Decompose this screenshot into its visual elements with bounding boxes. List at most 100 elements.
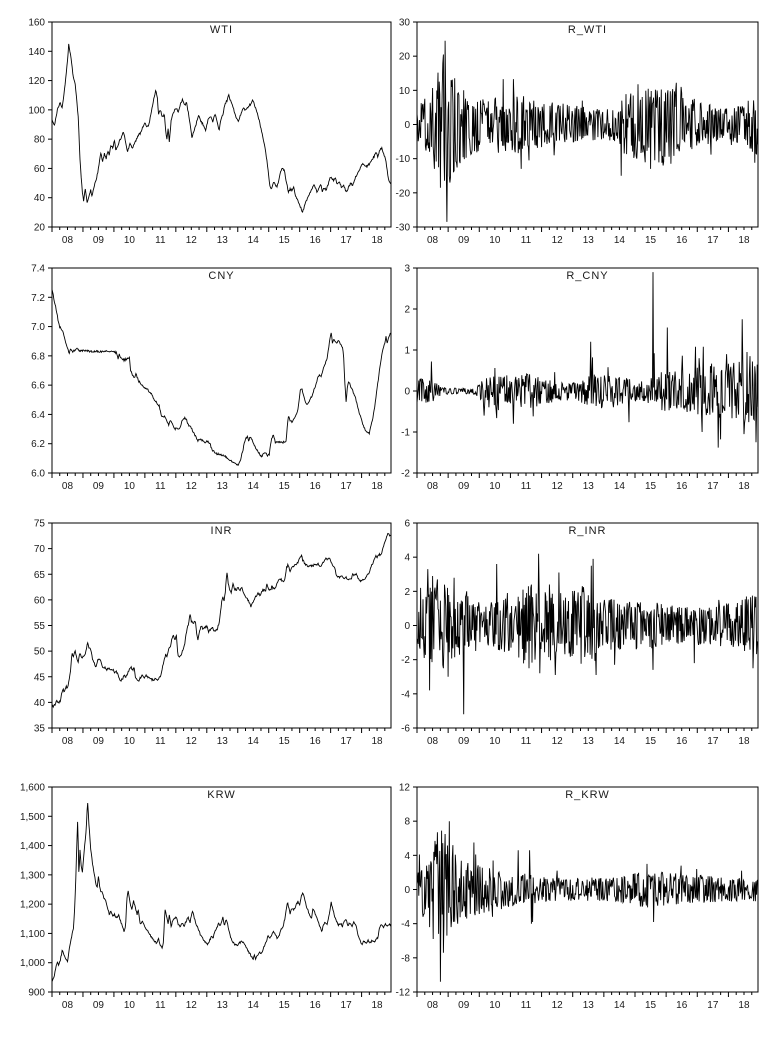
svg-text:6: 6 [404, 519, 410, 530]
svg-text:60: 60 [34, 595, 46, 606]
svg-text:08: 08 [427, 481, 439, 492]
svg-text:09: 09 [93, 235, 105, 246]
chart-title-r-inr: R_INR [568, 525, 607, 537]
svg-text:1,000: 1,000 [20, 958, 45, 969]
svg-text:20: 20 [34, 223, 46, 234]
svg-text:60: 60 [34, 164, 46, 175]
inr-chart-canvas: 35 40 45 50 55 60 65 70 75 08 09 10 11 12 13 14 15 16 17 18 [34, 519, 392, 747]
svg-text:09: 09 [93, 1000, 105, 1011]
svg-text:10: 10 [489, 481, 501, 492]
svg-text:11: 11 [521, 736, 532, 747]
svg-text:09: 09 [93, 736, 105, 747]
svg-text:09: 09 [458, 736, 470, 747]
svg-text:12: 12 [552, 1000, 564, 1011]
svg-text:16: 16 [676, 235, 688, 246]
panel-r-krw: -12 -8 -4 0 4 8 12 08 09 10 11 12 13 14 15 16 17 18 R_KRW [395, 771, 781, 1019]
svg-text:18: 18 [738, 481, 750, 492]
svg-text:09: 09 [458, 481, 470, 492]
svg-text:12: 12 [186, 736, 198, 747]
svg-text:0: 0 [404, 387, 410, 398]
svg-text:16: 16 [310, 481, 322, 492]
svg-text:15: 15 [279, 1000, 291, 1011]
svg-text:12: 12 [186, 235, 198, 246]
svg-text:08: 08 [62, 235, 74, 246]
svg-text:08: 08 [427, 1000, 439, 1011]
svg-text:4: 4 [404, 851, 410, 862]
svg-text:40: 40 [34, 193, 46, 204]
svg-text:16: 16 [310, 1000, 322, 1011]
svg-text:20: 20 [399, 52, 411, 63]
svg-text:11: 11 [155, 736, 166, 747]
svg-text:14: 14 [614, 235, 626, 246]
svg-text:1,300: 1,300 [20, 870, 45, 881]
panel-cny: 6.0 6.2 6.4 6.6 6.8 7.0 7.2 7.4 08 09 10 11 12 13 14 15… [0, 252, 395, 500]
svg-text:18: 18 [372, 235, 384, 246]
svg-text:12: 12 [186, 481, 198, 492]
svg-text:11: 11 [155, 235, 166, 246]
svg-text:7.4: 7.4 [31, 264, 45, 275]
panel-r-inr: -6 -4 -2 0 2 4 6 08 09 10 11 12 13 14 15 16 17 18 R_INR [395, 507, 781, 755]
svg-text:16: 16 [676, 736, 688, 747]
svg-text:16: 16 [676, 481, 688, 492]
panel-wti: 20 40 60 80 100 120 140 160 08 09 10 11 12 13 14 15 16 17… [0, 6, 395, 254]
svg-text:3: 3 [404, 264, 410, 275]
svg-text:18: 18 [372, 1000, 384, 1011]
svg-text:-10: -10 [396, 154, 411, 165]
svg-text:-2: -2 [401, 655, 410, 666]
svg-text:17: 17 [341, 736, 353, 747]
svg-text:08: 08 [62, 736, 74, 747]
svg-text:900: 900 [28, 988, 45, 999]
svg-text:15: 15 [279, 481, 291, 492]
svg-text:11: 11 [155, 481, 166, 492]
chart-title-r-krw: R_KRW [565, 789, 610, 801]
svg-text:1: 1 [404, 346, 410, 357]
panel-inr: 35 40 45 50 55 60 65 70 75 08 09 10 11 12 13 14 15 16 17 18… [0, 507, 395, 755]
svg-text:6.0: 6.0 [31, 469, 45, 480]
svg-text:100: 100 [28, 105, 45, 116]
svg-text:50: 50 [34, 647, 46, 658]
svg-text:40: 40 [34, 698, 46, 709]
svg-text:15: 15 [279, 235, 291, 246]
svg-text:17: 17 [707, 481, 719, 492]
cny-chart-canvas: 6.0 6.2 6.4 6.6 6.8 7.0 7.2 7.4 08 09 10 11 12 13 14 15… [31, 264, 392, 492]
svg-text:08: 08 [62, 481, 74, 492]
svg-text:160: 160 [28, 18, 45, 29]
chart-title-r-cny: R_CNY [566, 270, 609, 282]
svg-text:14: 14 [614, 736, 626, 747]
svg-text:10: 10 [124, 235, 136, 246]
svg-text:12: 12 [552, 481, 564, 492]
r-krw-chart-canvas: -12 -8 -4 0 4 8 12 08 09 10 11 12 13 14 15 16 17 18 [396, 783, 759, 1011]
svg-text:14: 14 [614, 481, 626, 492]
svg-text:1,400: 1,400 [20, 841, 45, 852]
panel-krw: 900 1,000 1,100 1,200 1,300 1,400 1,500 1,600 08… [0, 771, 395, 1019]
svg-text:13: 13 [583, 481, 595, 492]
wti-chart-canvas: 20 40 60 80 100 120 140 160 08 09 10 11 12 13 14 15 16 17… [28, 18, 392, 246]
svg-text:17: 17 [707, 736, 719, 747]
svg-text:09: 09 [458, 235, 470, 246]
svg-text:-2: -2 [401, 469, 410, 480]
svg-text:09: 09 [93, 481, 105, 492]
svg-text:13: 13 [217, 235, 229, 246]
svg-text:15: 15 [645, 235, 657, 246]
svg-text:-8: -8 [401, 953, 410, 964]
svg-text:7.2: 7.2 [31, 293, 45, 304]
svg-text:140: 140 [28, 47, 45, 58]
svg-text:2: 2 [404, 587, 410, 598]
svg-text:17: 17 [341, 1000, 353, 1011]
svg-text:10: 10 [124, 481, 136, 492]
svg-text:08: 08 [62, 1000, 74, 1011]
svg-text:13: 13 [217, 481, 229, 492]
svg-text:13: 13 [217, 736, 229, 747]
svg-text:18: 18 [738, 736, 750, 747]
svg-text:2: 2 [404, 305, 410, 316]
svg-text:11: 11 [521, 235, 532, 246]
svg-text:-6: -6 [401, 724, 410, 735]
svg-text:8: 8 [404, 817, 410, 828]
panel-r-cny: -2 -1 0 1 2 3 08 09 10 11 12 13 14 15 16 17 18 R_CNY [395, 252, 781, 500]
svg-text:10: 10 [399, 86, 411, 97]
svg-text:-20: -20 [396, 188, 411, 199]
svg-text:14: 14 [614, 1000, 626, 1011]
svg-text:6.6: 6.6 [31, 381, 45, 392]
